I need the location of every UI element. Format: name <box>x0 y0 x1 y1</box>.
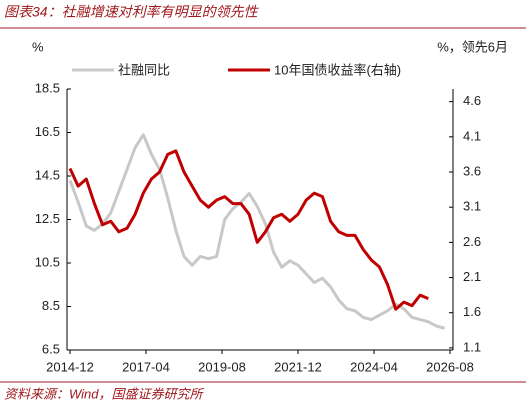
x-tick-label: 2019-08 <box>198 359 246 374</box>
y2-axis-label: %，领先6月 <box>437 39 508 54</box>
y-tick-label: 8.5 <box>42 298 60 313</box>
x-tick-label: 2024-04 <box>350 359 398 374</box>
y-tick-label: 6.5 <box>42 341 60 356</box>
y2-tick-label: 2.6 <box>463 234 481 249</box>
x-tick-label: 2017-04 <box>122 359 170 374</box>
legend-label: 社融同比 <box>118 62 170 77</box>
y-axis-label: % <box>32 39 44 54</box>
y2-tick-label: 4.6 <box>463 93 481 108</box>
y-tick-label: 10.5 <box>35 254 60 269</box>
y2-tick-label: 1.6 <box>463 304 481 319</box>
x-tick-label: 2021-12 <box>274 359 322 374</box>
y2-tick-label: 3.6 <box>463 163 481 178</box>
chart-title: 图表34：社融增速对利率有明显的领先性 <box>4 4 260 20</box>
y2-tick-label: 2.1 <box>463 269 481 284</box>
y2-tick-label: 4.1 <box>463 128 481 143</box>
y-tick-label: 14.5 <box>35 167 60 182</box>
legend-label: 10年国债收益率(右轴) <box>274 62 401 77</box>
x-tick-label: 2014-12 <box>46 359 94 374</box>
y-tick-label: 12.5 <box>35 211 60 226</box>
y-tick-label: 16.5 <box>35 124 60 139</box>
series-line <box>68 133 445 330</box>
series-line <box>68 149 429 311</box>
y2-tick-label: 1.1 <box>463 339 481 354</box>
x-tick-label: 2026-08 <box>426 359 474 374</box>
y2-tick-label: 3.1 <box>463 199 481 214</box>
source: 资料来源：Wind，国盛证券研究所 <box>4 386 205 401</box>
y-tick-label: 18.5 <box>35 80 60 95</box>
